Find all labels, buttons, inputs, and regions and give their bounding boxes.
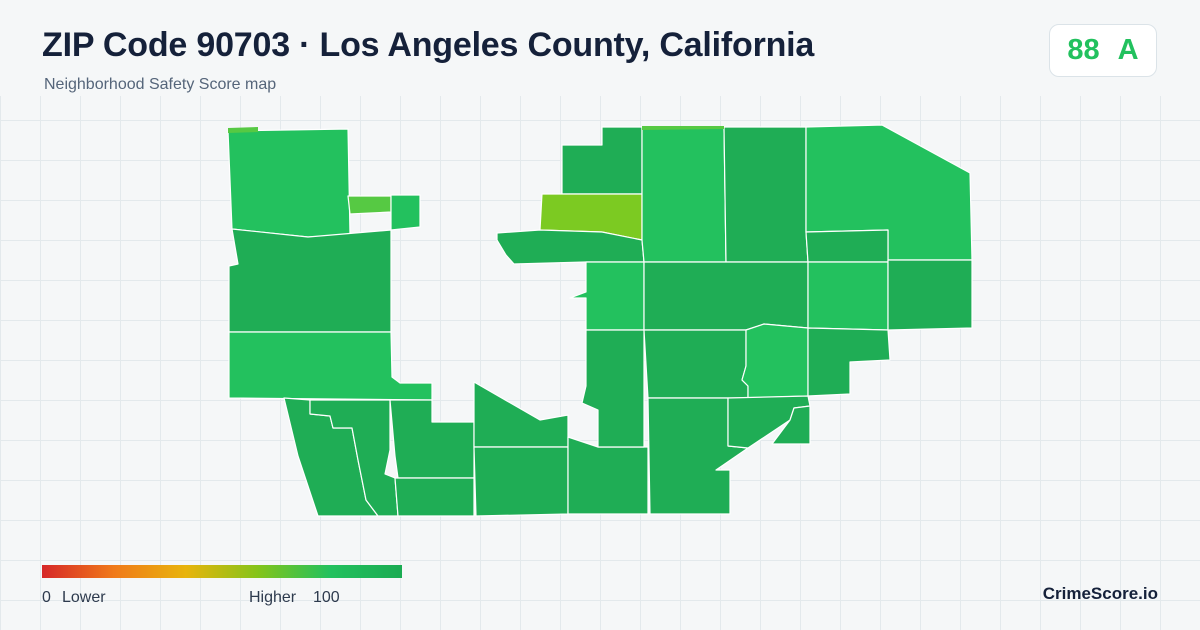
map-tract[interactable] bbox=[389, 399, 475, 479]
page-title: ZIP Code 90703 · Los Angeles County, Cal… bbox=[42, 26, 815, 64]
map-tract[interactable] bbox=[643, 261, 809, 331]
map-tract[interactable] bbox=[805, 229, 889, 263]
map-tract[interactable] bbox=[309, 399, 399, 517]
legend-high-label: Higher bbox=[249, 589, 297, 606]
map-tract[interactable] bbox=[394, 477, 475, 517]
page-subtitle: Neighborhood Safety Score map bbox=[44, 76, 277, 93]
map-tract[interactable] bbox=[473, 446, 569, 517]
legend-max-value: 100 bbox=[313, 589, 340, 606]
legend-gradient-bar bbox=[42, 565, 402, 578]
map-tract[interactable] bbox=[227, 128, 351, 238]
map-tract[interactable] bbox=[807, 327, 891, 397]
map-tract[interactable] bbox=[473, 381, 569, 448]
legend-min-value: 0 bbox=[42, 589, 51, 606]
map-tract[interactable] bbox=[641, 126, 727, 263]
map-tract[interactable] bbox=[807, 261, 889, 331]
map-tract[interactable] bbox=[771, 405, 811, 445]
map-tract[interactable] bbox=[887, 259, 973, 331]
map-tract[interactable] bbox=[643, 329, 749, 399]
score-value: 88 bbox=[1067, 34, 1100, 66]
map-tract[interactable] bbox=[228, 228, 392, 333]
map-tract[interactable] bbox=[567, 436, 649, 515]
map-tract[interactable] bbox=[741, 323, 809, 399]
brand-logo-text[interactable]: CrimeScore.io bbox=[1042, 584, 1158, 603]
legend-low-label: Lower bbox=[62, 589, 106, 606]
score-grade: A bbox=[1117, 34, 1139, 66]
map-tract[interactable] bbox=[569, 261, 645, 331]
map-tract[interactable] bbox=[642, 126, 724, 130]
map-tract[interactable] bbox=[723, 126, 809, 263]
header-band bbox=[0, 0, 1200, 96]
map-tract[interactable] bbox=[347, 195, 392, 215]
safety-score-badge: 88 A bbox=[1049, 24, 1157, 77]
map-tract[interactable] bbox=[561, 126, 643, 195]
map-tract[interactable] bbox=[228, 127, 258, 133]
map-tract[interactable] bbox=[228, 331, 433, 401]
map-tract[interactable] bbox=[581, 329, 645, 448]
map-tract[interactable] bbox=[390, 194, 421, 231]
